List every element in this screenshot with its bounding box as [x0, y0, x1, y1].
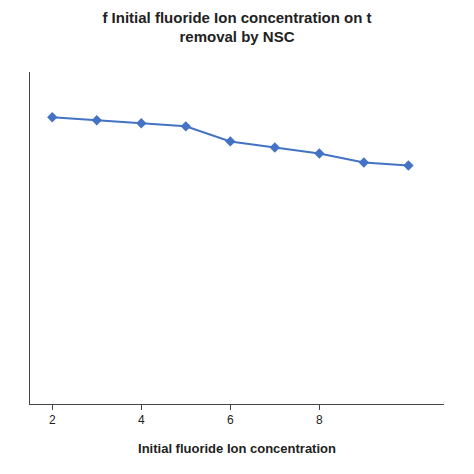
svg-text:4: 4 [138, 413, 145, 427]
svg-text:Initial fluoride Ion concentra: Initial fluoride Ion concentration [138, 441, 336, 456]
svg-text:6: 6 [227, 413, 234, 427]
svg-text:f Initial fluoride Ion concent: f Initial fluoride Ion concentration on … [102, 9, 371, 46]
svg-text:8: 8 [316, 413, 323, 427]
svg-text:2: 2 [49, 413, 56, 427]
